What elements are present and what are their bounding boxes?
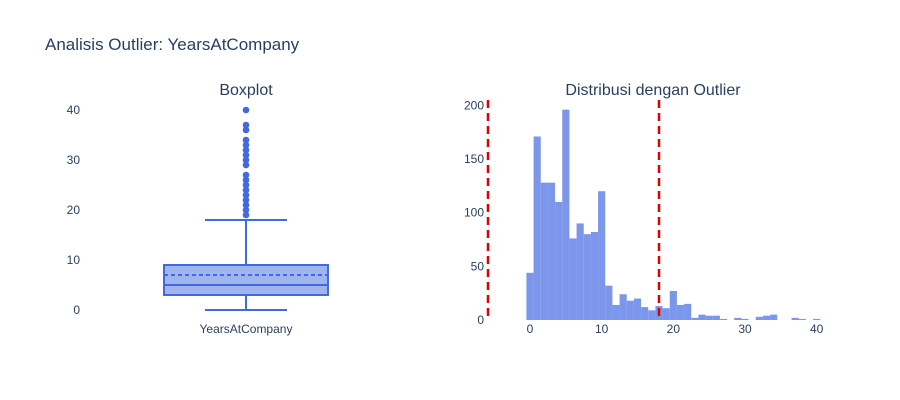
histogram-panel: 0 50 100 150 200 0 10 20 30 40 bbox=[464, 98, 824, 336]
histogram-bar bbox=[526, 272, 534, 320]
histogram-bar bbox=[798, 318, 806, 320]
histogram-bar bbox=[669, 291, 677, 320]
outlier-point bbox=[242, 121, 250, 129]
histogram-bar bbox=[619, 294, 627, 320]
histogram-bar bbox=[770, 314, 778, 320]
x-category-label: YearsAtCompany bbox=[200, 322, 293, 336]
outlier-point bbox=[242, 126, 250, 134]
histogram-bar bbox=[626, 300, 634, 320]
boxplot-panel: 0 10 20 30 40 YearsAtCompany bbox=[67, 103, 329, 336]
histogram-bar bbox=[576, 223, 584, 320]
outlier-point bbox=[242, 146, 250, 154]
outlier-point bbox=[242, 161, 250, 169]
y-tick-label: 50 bbox=[471, 259, 485, 273]
x-tick-label: 40 bbox=[810, 322, 824, 336]
outlier-point bbox=[242, 136, 250, 144]
outlier-point bbox=[242, 106, 250, 114]
y-tick-label: 20 bbox=[67, 203, 81, 217]
box-iqr bbox=[163, 264, 329, 296]
histogram-bar bbox=[813, 318, 821, 320]
histogram-bar bbox=[712, 315, 720, 320]
histogram-bar bbox=[583, 234, 591, 320]
histogram-bar bbox=[734, 317, 742, 320]
histogram-bar bbox=[662, 308, 670, 320]
histogram-bar bbox=[533, 136, 541, 320]
histogram-bar bbox=[698, 314, 706, 320]
boxplot-title: Boxplot bbox=[219, 82, 273, 99]
histogram-bar bbox=[719, 318, 728, 320]
histogram-bar bbox=[762, 315, 771, 320]
outlier-point bbox=[242, 176, 250, 184]
histogram-bar bbox=[691, 317, 699, 320]
y-tick-label: 10 bbox=[67, 253, 81, 267]
histogram-bar bbox=[741, 318, 749, 320]
y-tick-label: 150 bbox=[464, 152, 484, 166]
outlier-point bbox=[242, 156, 250, 164]
y-tick-label: 40 bbox=[67, 103, 81, 117]
y-tick-label: 0 bbox=[73, 303, 80, 317]
x-tick-label: 30 bbox=[738, 322, 752, 336]
histogram-bar bbox=[547, 182, 556, 320]
histogram-bar bbox=[605, 285, 613, 320]
y-tick-label: 30 bbox=[67, 153, 81, 167]
histogram-bar bbox=[540, 182, 548, 320]
y-tick-label: 0 bbox=[477, 313, 484, 327]
histogram-title: Distribusi dengan Outlier bbox=[565, 82, 741, 99]
histogram-bar bbox=[791, 317, 799, 320]
histogram-bar bbox=[705, 315, 713, 320]
histogram-bar bbox=[755, 316, 763, 320]
y-tick-label: 100 bbox=[464, 206, 484, 220]
outlier-point bbox=[242, 171, 250, 179]
outlier-point bbox=[242, 201, 250, 209]
outlier-point bbox=[242, 186, 250, 194]
histogram-bar bbox=[684, 303, 692, 320]
histogram-bar bbox=[569, 238, 577, 320]
outlier-point bbox=[242, 206, 250, 214]
histogram-bar bbox=[633, 298, 642, 320]
outlier-point bbox=[242, 151, 250, 159]
histogram-bar bbox=[641, 307, 649, 320]
histogram-bar bbox=[648, 310, 656, 320]
outlier-point bbox=[242, 181, 250, 189]
histogram-bar bbox=[676, 304, 685, 320]
x-tick-label: 10 bbox=[595, 322, 609, 336]
histogram-bar bbox=[612, 304, 620, 320]
y-tick-label: 200 bbox=[464, 98, 484, 112]
outlier-point bbox=[242, 191, 250, 199]
histogram-bar bbox=[590, 232, 599, 320]
histogram-bar bbox=[598, 191, 606, 320]
x-tick-label: 20 bbox=[667, 322, 681, 336]
histogram-bar bbox=[555, 201, 563, 320]
histogram-bar bbox=[562, 109, 570, 320]
figure-title: Analisis Outlier: YearsAtCompany bbox=[45, 35, 300, 54]
outlier-point bbox=[242, 141, 250, 149]
x-tick-label: 0 bbox=[527, 322, 534, 336]
outlier-point bbox=[242, 211, 250, 219]
outlier-point bbox=[242, 196, 250, 204]
